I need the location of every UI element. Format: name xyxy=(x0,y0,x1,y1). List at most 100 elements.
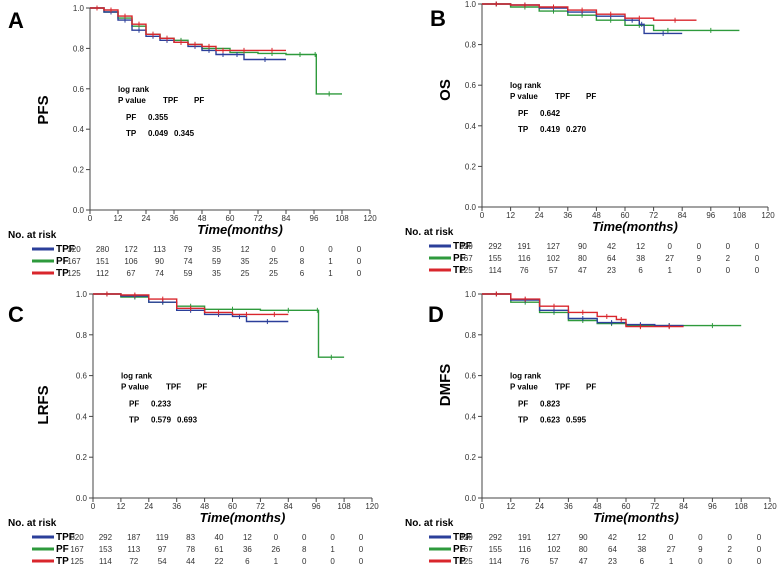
x-tick-label: 36 xyxy=(172,502,181,511)
at-risk-cell: 12 xyxy=(243,533,252,542)
at-risk-cell: 35 xyxy=(212,245,221,254)
at-risk-cell: 151 xyxy=(96,257,110,266)
at-risk-cell: 116 xyxy=(518,254,531,263)
x-tick-label: 96 xyxy=(312,502,321,511)
x-tick-label: 96 xyxy=(708,502,717,511)
y-tick-label: 1.0 xyxy=(73,4,85,13)
y-tick-label: 0.6 xyxy=(76,372,88,381)
at-risk-cell: 2 xyxy=(727,545,732,554)
at-risk-cell: 320 xyxy=(459,533,473,542)
logrank-header-pf: PF xyxy=(194,96,204,105)
at-risk-cell: 38 xyxy=(637,545,646,554)
at-risk-group-label: TP xyxy=(56,556,69,567)
at-risk-cell: 0 xyxy=(757,533,762,542)
x-tick-label: 84 xyxy=(284,502,293,511)
at-risk-cell: 36 xyxy=(243,545,252,554)
logrank-row-pf-label: PF xyxy=(518,109,528,118)
at-risk-cell: 113 xyxy=(127,545,140,554)
at-risk-cell: 0 xyxy=(698,557,703,566)
x-tick-label: 24 xyxy=(142,214,151,223)
x-axis-title: Time(months) xyxy=(592,219,678,234)
y-tick-label: 0.8 xyxy=(465,331,477,340)
at-risk-cell: 114 xyxy=(99,557,112,566)
at-risk-cell: 292 xyxy=(99,533,113,542)
logrank-row-tp-label: TP xyxy=(126,129,137,138)
at-risk-cell: 25 xyxy=(241,269,250,278)
x-axis-title: Time(months) xyxy=(197,222,283,237)
at-risk-cell: 116 xyxy=(518,545,531,554)
at-risk-cell: 112 xyxy=(96,269,109,278)
at-risk-cell: 155 xyxy=(489,545,503,554)
at-risk-cell: 125 xyxy=(70,557,84,566)
at-risk-cell: 90 xyxy=(579,533,588,542)
y-tick-label: 0.6 xyxy=(465,81,477,90)
x-tick-label: 24 xyxy=(535,211,544,220)
at-risk-cell: 114 xyxy=(489,557,502,566)
at-risk-cell: 1 xyxy=(328,257,333,266)
at-risk-cell: 125 xyxy=(67,269,81,278)
at-risk-cell: 59 xyxy=(184,269,193,278)
x-tick-label: 0 xyxy=(480,211,485,220)
at-risk-cell: 0 xyxy=(727,533,732,542)
at-risk-cell: 0 xyxy=(359,533,364,542)
at-risk-cell: 23 xyxy=(607,266,616,275)
at-risk-cell: 172 xyxy=(124,245,138,254)
logrank-header-pf: PF xyxy=(586,92,596,101)
at-risk-cell: 292 xyxy=(489,533,503,542)
logrank-header-tpf: TPF xyxy=(555,383,570,392)
at-risk-cell: 35 xyxy=(212,269,221,278)
at-risk-cell: 38 xyxy=(636,254,645,263)
at-risk-cell: 127 xyxy=(547,533,561,542)
x-tick-label: 36 xyxy=(564,502,573,511)
x-tick-label: 72 xyxy=(650,502,659,511)
at-risk-cell: 106 xyxy=(124,257,138,266)
logrank-value: 0.823 xyxy=(540,400,561,409)
at-risk-title: No. at risk xyxy=(405,518,454,529)
x-tick-label: 0 xyxy=(91,502,96,511)
y-tick-label: 0.0 xyxy=(465,203,477,212)
curve-tp xyxy=(482,293,684,328)
at-risk-cell: 0 xyxy=(357,257,362,266)
y-tick-label: 0.4 xyxy=(465,412,477,421)
logrank-header-tpf: TPF xyxy=(163,96,178,105)
at-risk-cell: 47 xyxy=(578,266,587,275)
x-tick-label: 60 xyxy=(622,502,631,511)
at-risk-cell: 167 xyxy=(67,257,81,266)
at-risk-cell: 167 xyxy=(459,545,473,554)
at-risk-cell: 12 xyxy=(241,245,250,254)
logrank-header-pvalue: P value xyxy=(121,383,149,392)
logrank-value: 0.693 xyxy=(177,416,198,425)
at-risk-cell: 1 xyxy=(274,557,279,566)
at-risk-group-label: PF xyxy=(56,544,69,555)
logrank-title: log rank xyxy=(510,81,542,90)
x-tick-label: 48 xyxy=(200,502,209,511)
logrank-value: 0.233 xyxy=(151,400,172,409)
at-risk-group-label: TP xyxy=(453,556,466,567)
at-risk-cell: 42 xyxy=(607,242,616,251)
at-risk-cell: 64 xyxy=(607,254,616,263)
logrank-header-pvalue: P value xyxy=(510,383,538,392)
at-risk-cell: 76 xyxy=(520,557,529,566)
x-tick-label: 96 xyxy=(706,211,715,220)
x-tick-label: 72 xyxy=(649,211,658,220)
at-risk-group-label: TPF xyxy=(453,532,472,543)
y-tick-label: 0.8 xyxy=(465,41,477,50)
x-tick-label: 48 xyxy=(198,214,207,223)
logrank-title: log rank xyxy=(121,372,153,381)
x-tick-label: 0 xyxy=(88,214,93,223)
at-risk-cell: 0 xyxy=(302,557,307,566)
x-tick-label: 60 xyxy=(228,502,237,511)
at-risk-cell: 0 xyxy=(726,242,731,251)
at-risk-cell: 0 xyxy=(330,557,335,566)
curve-pf xyxy=(90,7,342,95)
at-risk-cell: 0 xyxy=(698,533,703,542)
y-tick-label: 1.0 xyxy=(465,0,477,9)
at-risk-cell: 22 xyxy=(215,557,224,566)
at-risk-cell: 57 xyxy=(549,266,558,275)
y-axis-label: LRFS xyxy=(35,385,52,424)
panel-letter: C xyxy=(8,302,24,327)
y-axis-label: PFS xyxy=(35,95,52,124)
